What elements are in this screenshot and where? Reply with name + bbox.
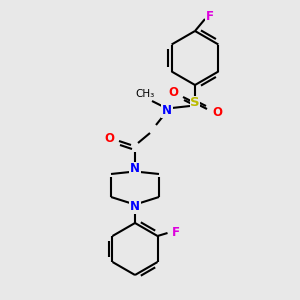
Text: CH₃: CH₃ (135, 89, 154, 99)
Text: N: N (162, 104, 172, 118)
Text: O: O (168, 86, 178, 100)
Text: O: O (212, 106, 222, 119)
Text: S: S (190, 97, 200, 110)
Text: F: F (172, 226, 179, 238)
Text: N: N (130, 163, 140, 176)
Text: N: N (130, 200, 140, 214)
Text: O: O (104, 133, 114, 146)
Text: F: F (206, 11, 214, 23)
